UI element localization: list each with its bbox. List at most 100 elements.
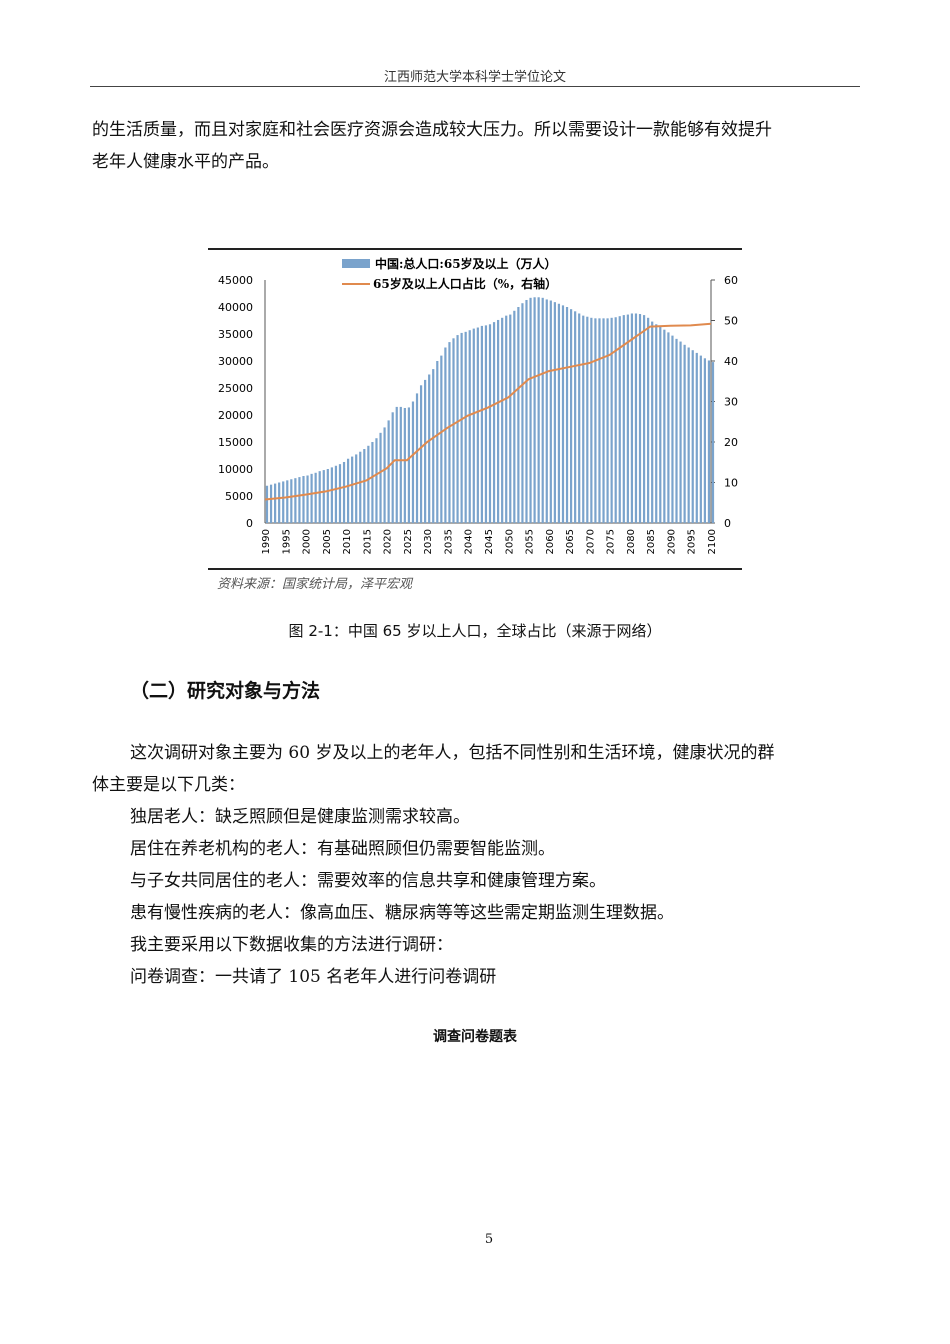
right-tick-label: 0 bbox=[724, 517, 731, 530]
x-tick-label: 2020 bbox=[383, 529, 394, 554]
right-tick-label: 20 bbox=[724, 436, 738, 449]
bar bbox=[391, 412, 394, 523]
bar bbox=[602, 318, 605, 523]
x-tick-label: 2080 bbox=[626, 529, 637, 554]
running-header: 江西师范大学本科学士学位论文 bbox=[383, 70, 566, 85]
bar bbox=[574, 311, 577, 523]
left-tick-label: 15000 bbox=[218, 436, 253, 449]
bar bbox=[480, 325, 483, 523]
bar bbox=[298, 477, 301, 523]
bar bbox=[525, 299, 528, 523]
bar bbox=[614, 317, 617, 523]
left-tick-label: 5000 bbox=[225, 490, 253, 503]
right-tick-label: 30 bbox=[724, 396, 738, 409]
header-divider bbox=[90, 86, 860, 87]
list-item: 独居老人：缺乏照顾但是健康监测需求较高。 bbox=[130, 807, 470, 827]
bar bbox=[655, 324, 658, 523]
right-tick-label: 10 bbox=[724, 477, 738, 490]
x-tick-label: 2025 bbox=[403, 529, 414, 554]
right-tick-label: 40 bbox=[724, 355, 738, 368]
bar bbox=[407, 407, 411, 523]
bar bbox=[509, 314, 512, 523]
bar bbox=[472, 328, 475, 523]
bar bbox=[695, 352, 698, 523]
bar bbox=[464, 331, 467, 523]
bar bbox=[545, 299, 548, 523]
bar bbox=[351, 456, 354, 523]
bar bbox=[318, 471, 321, 523]
x-tick-label: 2010 bbox=[342, 529, 353, 554]
x-tick-label: 2045 bbox=[484, 529, 495, 554]
bar bbox=[363, 449, 366, 523]
x-tick-label: 2070 bbox=[585, 529, 596, 554]
bar bbox=[537, 297, 540, 523]
bar bbox=[456, 335, 459, 523]
bar bbox=[553, 302, 556, 523]
bar bbox=[314, 472, 317, 523]
bar bbox=[594, 318, 597, 523]
bar bbox=[294, 478, 297, 523]
bar bbox=[699, 355, 702, 523]
bar bbox=[521, 303, 524, 523]
list-item: 我主要采用以下数据收集的方法进行调研： bbox=[130, 935, 453, 955]
bar bbox=[626, 314, 629, 523]
bar bbox=[565, 307, 569, 523]
bar bbox=[403, 407, 406, 523]
bar bbox=[557, 303, 561, 523]
list-item: 患有慢性疾病的老人：像高血压、糖尿病等等这些需定期监测生理数据。 bbox=[130, 903, 674, 923]
bar bbox=[707, 360, 711, 523]
x-tick-label: 2065 bbox=[565, 529, 576, 554]
bar bbox=[274, 483, 277, 523]
bar bbox=[691, 350, 694, 523]
figure-caption: 图 2-1：中国 65 岁以上人口，全球占比（来源于网络） bbox=[288, 622, 662, 640]
bar bbox=[647, 317, 650, 523]
x-tick-label: 1990 bbox=[261, 529, 272, 554]
x-tick-label: 2075 bbox=[606, 529, 617, 554]
x-tick-label: 2085 bbox=[646, 529, 657, 554]
list-item: 与子女共同居住的老人：需要效率的信息共享和健康管理方案。 bbox=[130, 871, 606, 891]
bar bbox=[513, 310, 516, 523]
bar bbox=[638, 314, 642, 523]
paragraph: 的生活质量，而且对家庭和社会医疗资源会造成较大压力。所以需要设计一款能够有效提升 bbox=[92, 120, 772, 140]
x-tick-label: 2100 bbox=[707, 529, 718, 554]
bar bbox=[533, 297, 536, 523]
bar bbox=[411, 401, 415, 523]
x-tick-label: 2055 bbox=[525, 529, 536, 554]
bar bbox=[367, 445, 370, 523]
bar bbox=[476, 327, 479, 523]
bar bbox=[436, 361, 439, 523]
bar bbox=[415, 393, 419, 523]
bar bbox=[488, 324, 492, 523]
percent-line bbox=[264, 322, 712, 501]
bar bbox=[387, 420, 390, 523]
bar bbox=[306, 475, 309, 523]
bar bbox=[492, 322, 496, 523]
bar bbox=[610, 317, 613, 523]
bar bbox=[501, 317, 504, 523]
bar bbox=[468, 330, 471, 523]
bar bbox=[606, 318, 609, 523]
bar bbox=[630, 313, 634, 523]
bar bbox=[659, 326, 662, 523]
bar bbox=[395, 406, 398, 523]
bar bbox=[444, 347, 447, 523]
chart-source: 资料来源：国家统计局，泽平宏观 bbox=[217, 576, 414, 592]
left-tick-label: 30000 bbox=[218, 355, 253, 368]
bar bbox=[338, 464, 342, 523]
bar bbox=[598, 318, 601, 523]
table-title: 调查问卷题表 bbox=[433, 1029, 517, 1045]
list-item: 问卷调查：一共请了 105 名老年人进行问卷调研 bbox=[130, 967, 497, 987]
bar bbox=[302, 476, 305, 523]
bar bbox=[424, 379, 427, 523]
bar bbox=[586, 316, 589, 523]
paragraph: 这次调研对象主要为 60 岁及以上的老年人，包括不同性别和生活环境，健康状况的群 bbox=[130, 743, 775, 763]
bar bbox=[590, 317, 593, 523]
right-tick-label: 50 bbox=[724, 315, 738, 328]
left-tick-label: 45000 bbox=[218, 274, 253, 287]
paragraph: 体主要是以下几类： bbox=[92, 775, 245, 795]
bar bbox=[569, 309, 573, 523]
bar bbox=[497, 319, 500, 523]
bar bbox=[667, 332, 670, 523]
bar bbox=[448, 342, 451, 523]
